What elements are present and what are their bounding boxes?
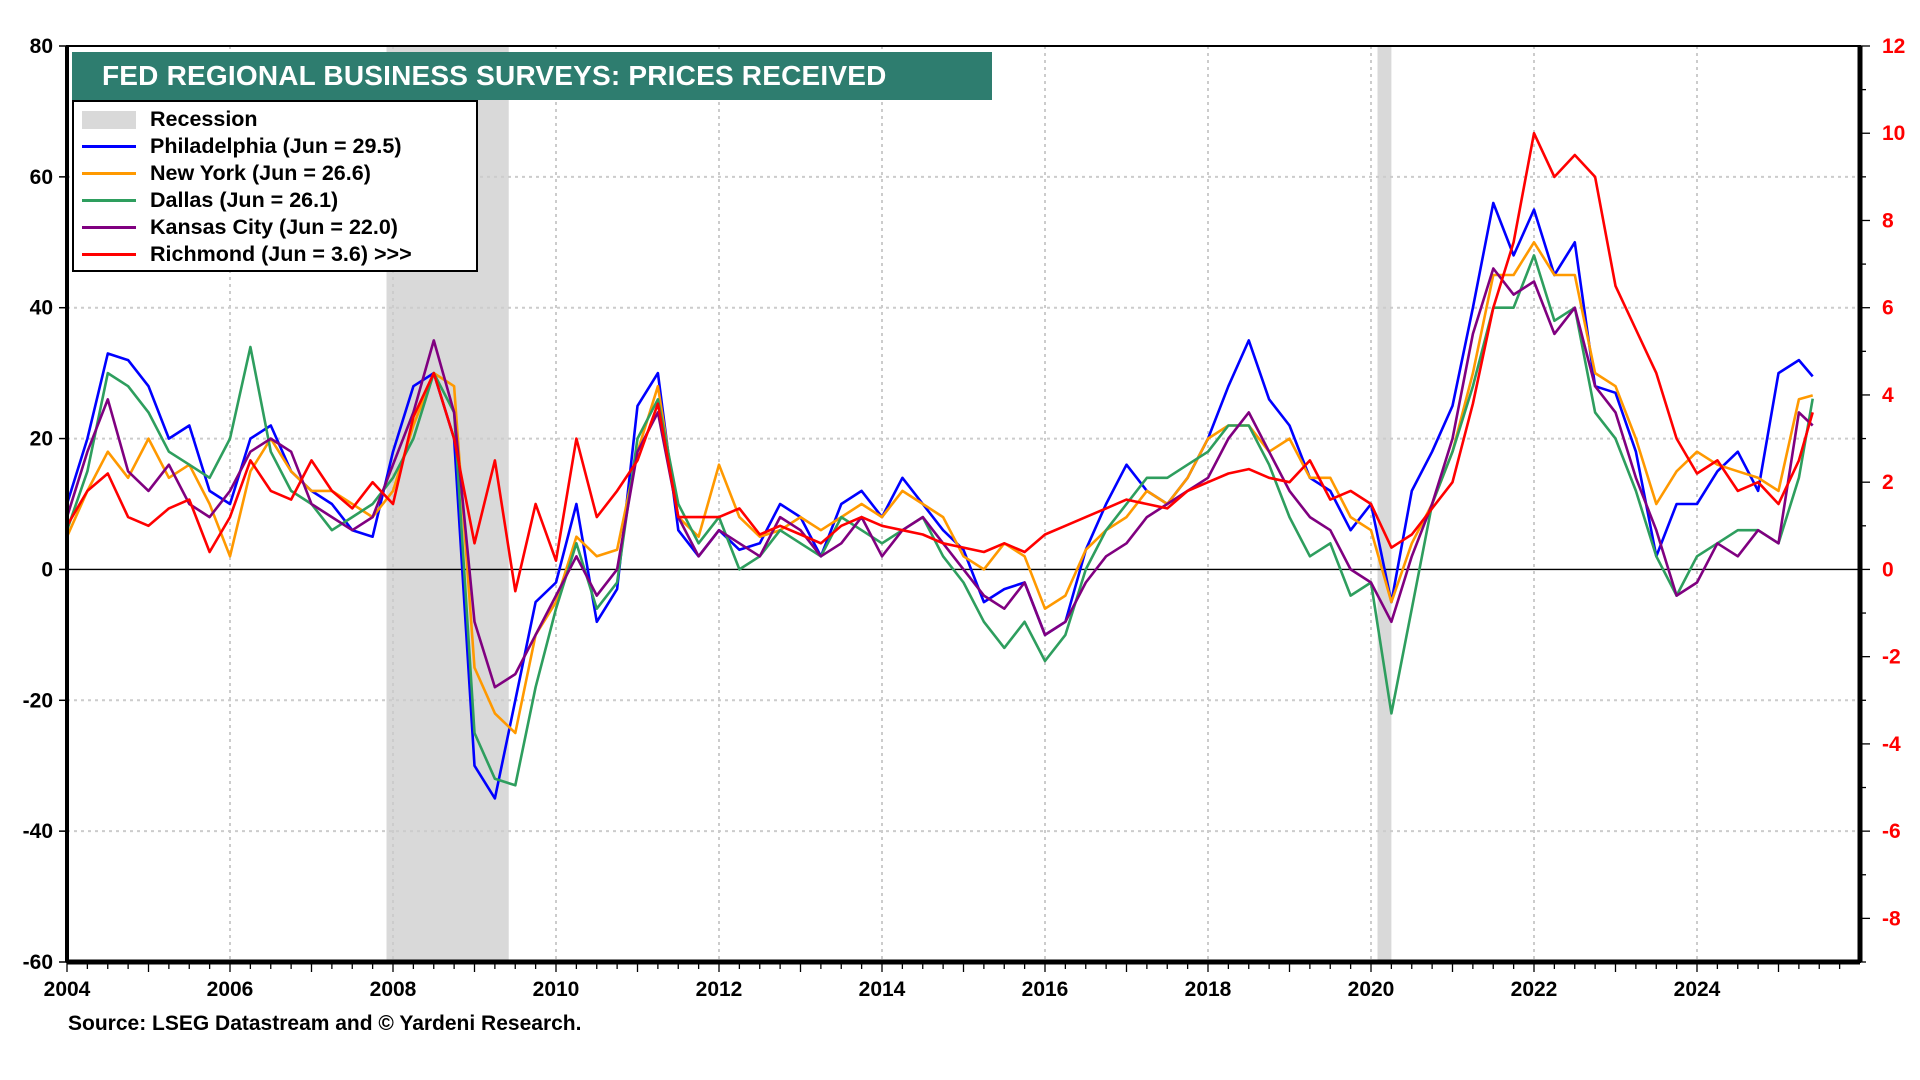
legend-item-richmond: Richmond (Jun = 3.6) >>> bbox=[82, 241, 468, 268]
x-tick-label: 2022 bbox=[1511, 978, 1558, 1001]
y-tick-label-left: -60 bbox=[23, 951, 53, 974]
line-swatch-icon bbox=[82, 253, 136, 256]
y-tick-label-right: -4 bbox=[1882, 733, 1901, 756]
x-tick-label: 2008 bbox=[370, 978, 417, 1001]
legend-item-recession: Recession bbox=[82, 106, 468, 133]
x-tick-label: 2020 bbox=[1348, 978, 1395, 1001]
x-tick-label: 2014 bbox=[859, 978, 906, 1001]
legend-label: Kansas City (Jun = 22.0) bbox=[150, 215, 398, 239]
legend-label: Richmond (Jun = 3.6) >>> bbox=[150, 242, 412, 266]
line-swatch-icon bbox=[82, 145, 136, 148]
y-tick-label-right: 8 bbox=[1882, 209, 1894, 232]
y-tick-label-right: -6 bbox=[1882, 820, 1901, 843]
y-tick-label-left: -40 bbox=[23, 820, 53, 843]
line-swatch-icon bbox=[82, 172, 136, 175]
y-tick-label-right: 4 bbox=[1882, 384, 1894, 407]
y-tick-label-left: 0 bbox=[41, 558, 53, 581]
x-tick-label: 2024 bbox=[1674, 978, 1721, 1001]
y-tick-label-right: 0 bbox=[1882, 558, 1894, 581]
series-lines bbox=[65, 131, 1814, 800]
recession-swatch-icon bbox=[82, 110, 136, 129]
y-tick-label-left: 80 bbox=[30, 35, 53, 58]
series-line-new-york bbox=[65, 241, 1814, 735]
series-line-dallas bbox=[65, 254, 1814, 787]
y-tick-label-left: 60 bbox=[30, 166, 53, 189]
chart-title: FED REGIONAL BUSINESS SURVEYS: PRICES RE… bbox=[72, 52, 992, 100]
y-tick-label-right: -8 bbox=[1882, 907, 1901, 930]
legend-item-philadelphia: Philadelphia (Jun = 29.5) bbox=[82, 133, 468, 160]
line-swatch-icon bbox=[82, 226, 136, 229]
legend: Recession Philadelphia (Jun = 29.5) New … bbox=[72, 100, 478, 272]
y-tick-label-right: -2 bbox=[1882, 646, 1901, 669]
x-tick-label: 2012 bbox=[696, 978, 743, 1001]
recession-band bbox=[1377, 46, 1392, 962]
legend-item-new-york: New York (Jun = 26.6) bbox=[82, 160, 468, 187]
x-tick-label: 2010 bbox=[533, 978, 580, 1001]
legend-label: New York (Jun = 26.6) bbox=[150, 161, 371, 185]
legend-label: Recession bbox=[150, 107, 258, 131]
legend-item-dallas: Dallas (Jun = 26.1) bbox=[82, 187, 468, 214]
y-tick-label-right: 2 bbox=[1882, 471, 1894, 494]
series-line-richmond bbox=[65, 131, 1814, 593]
legend-item-kansas-city: Kansas City (Jun = 22.0) bbox=[82, 214, 468, 241]
legend-label: Philadelphia (Jun = 29.5) bbox=[150, 134, 402, 158]
source-note: Source: LSEG Datastream and © Yardeni Re… bbox=[68, 1012, 582, 1035]
y-tick-label-right: 12 bbox=[1882, 35, 1905, 58]
x-tick-label: 2006 bbox=[207, 978, 254, 1001]
y-tick-label-left: -20 bbox=[23, 689, 53, 712]
series-line-kansas-city bbox=[65, 267, 1814, 689]
y-tick-label-left: 40 bbox=[30, 297, 53, 320]
x-tick-label: 2004 bbox=[44, 978, 91, 1001]
y-tick-label-left: 20 bbox=[30, 428, 53, 451]
y-tick-label-right: 10 bbox=[1882, 122, 1905, 145]
x-tick-label: 2016 bbox=[1022, 978, 1069, 1001]
y-tick-label-right: 6 bbox=[1882, 297, 1894, 320]
series-line-philadelphia bbox=[65, 201, 1814, 800]
line-swatch-icon bbox=[82, 199, 136, 202]
x-tick-label: 2018 bbox=[1185, 978, 1232, 1001]
legend-label: Dallas (Jun = 26.1) bbox=[150, 188, 339, 212]
